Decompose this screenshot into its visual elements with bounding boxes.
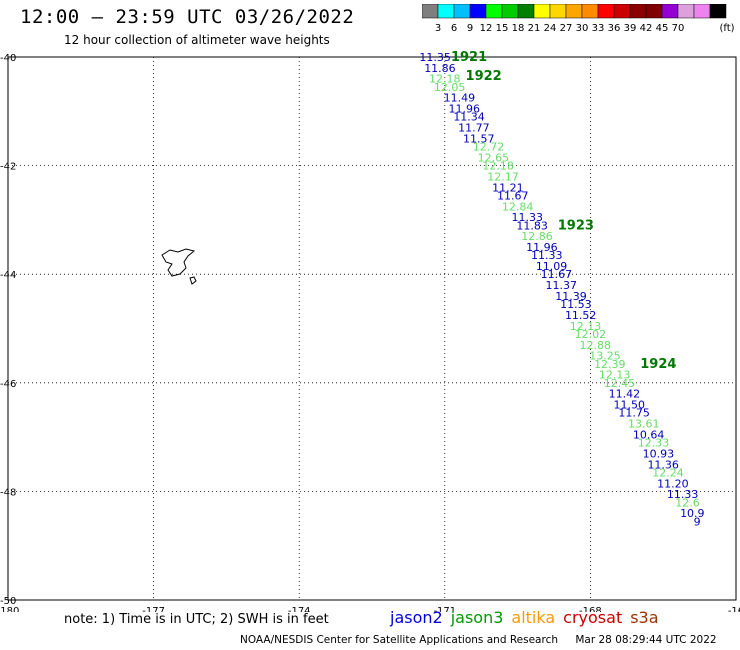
wave-height-label: 10.93 <box>643 447 675 460</box>
page-title: 12:00 – 23:59 UTC 03/26/2022 <box>20 6 355 28</box>
latitude-tick-label: -46 <box>0 379 16 390</box>
wave-height-label: 12.88 <box>580 339 612 352</box>
scale-label: 39 <box>624 23 637 34</box>
wave-height-label: 12.05 <box>434 81 466 94</box>
wave-height-label: 11.96 <box>526 241 558 254</box>
scale-label: 45 <box>656 23 669 34</box>
wave-height-label: 11.33 <box>531 249 563 262</box>
wave-height-label: 11.83 <box>516 219 548 232</box>
legend-item-cryosat: cryosat <box>563 608 623 627</box>
mission-legend: jason2 jason3 altika cryosat s3a <box>390 608 667 627</box>
scale-unit: (ft) <box>719 23 734 34</box>
scale-label: 21 <box>528 23 541 34</box>
wave-height-label: 11.52 <box>565 309 597 322</box>
scale-label: 36 <box>608 23 621 34</box>
wave-height-label: 12.65 <box>478 151 510 164</box>
island-outline <box>189 276 197 285</box>
wave-height-label: 12.02 <box>575 328 607 341</box>
legend-item-jason3: jason3 <box>450 608 504 627</box>
wave-height-label: 12.18 <box>482 160 514 173</box>
wave-height-label: 12.72 <box>473 141 505 154</box>
wave-height-label: 12.24 <box>652 466 684 479</box>
wave-height-label: 11.53 <box>560 298 592 311</box>
wave-height-label: 12.13 <box>570 320 602 333</box>
orbit-label: 1923 <box>558 218 594 233</box>
longitude-tick-label: -16 <box>728 606 740 612</box>
altimeter-map: -180 -177 -174 -171 -168 -16 -40 -42 -44 -46 -48 -5… <box>0 50 740 612</box>
longitude-tick-label: -174 <box>288 606 311 612</box>
scale-label: 30 <box>576 23 589 34</box>
scale-label: 24 <box>544 23 557 34</box>
wave-height-label: 11.34 <box>453 111 485 124</box>
orbit-label: 1924 <box>640 357 676 372</box>
latitude-tick-label: -42 <box>0 162 16 173</box>
wave-height-label: 11.49 <box>444 92 476 105</box>
legend-item-jason2: jason2 <box>390 608 443 627</box>
scale-swatch <box>709 4 727 19</box>
wave-height-label: 9 <box>694 515 701 528</box>
wave-height-color-scale: 3 6 9 12 15 18 21 24 27 30 33 36 39 42 45 70 (ft) <box>422 4 735 34</box>
latitude-tick-label: -40 <box>0 53 16 64</box>
wave-height-label: 10.9 <box>680 507 705 520</box>
scale-label: 12 <box>480 23 493 34</box>
scale-label: 9 <box>467 23 473 34</box>
wave-height-label: 11.96 <box>448 103 480 116</box>
longitude-tick-label: -171 <box>433 606 456 612</box>
wave-height-label: 13.25 <box>589 350 621 363</box>
wave-height-label: 11.50 <box>613 399 645 412</box>
scale-label: 6 <box>451 23 457 34</box>
scale-label: 18 <box>512 23 525 34</box>
wave-height-label: 12.84 <box>502 200 534 213</box>
wave-height-label: 12.6 <box>675 496 700 509</box>
credit-text: NOAA/NESDIS Center for Satellite Applica… <box>240 634 558 646</box>
wave-height-label: 12.45 <box>604 377 636 390</box>
wave-height-label: 11.86 <box>424 62 456 75</box>
wave-height-label: 11.33 <box>667 488 699 501</box>
orbit-label: 1922 <box>466 69 502 84</box>
scale-label: 27 <box>560 23 573 34</box>
wave-height-label: 11.36 <box>647 458 679 471</box>
scale-label: 15 <box>496 23 509 34</box>
footnote: note: 1) Time is in UTC; 2) SWH is in fe… <box>64 612 329 627</box>
wave-height-label: 11.09 <box>536 260 568 273</box>
latitude-tick-label: -44 <box>0 270 16 281</box>
wave-height-label: 11.21 <box>492 181 524 194</box>
wave-height-label: 11.77 <box>458 122 490 135</box>
legend-item-altika: altika <box>511 608 556 627</box>
wave-height-label: 11.75 <box>618 407 650 420</box>
wave-height-label: 12.33 <box>638 437 670 450</box>
island-outline <box>161 248 196 277</box>
map-frame <box>7 56 737 601</box>
wave-height-label: 12.17 <box>487 170 519 183</box>
wave-height-label: 11.33 <box>512 211 544 224</box>
longitude-tick-label: -168 <box>579 606 602 612</box>
timestamp-text: Mar 28 08:29:44 UTC 2022 <box>575 634 717 646</box>
wave-height-label: 12.39 <box>594 358 626 371</box>
longitude-tick-label: -177 <box>142 606 165 612</box>
wave-height-label: 12.86 <box>521 230 553 243</box>
latitude-tick-label: -50 <box>0 596 16 607</box>
orbit-label: 1921 <box>451 50 487 65</box>
scale-label: 33 <box>592 23 605 34</box>
wave-height-label: 11.57 <box>463 132 495 145</box>
wave-height-label: 11.67 <box>497 189 529 202</box>
wave-height-label: 11.42 <box>609 388 641 401</box>
wave-height-label: 11.37 <box>546 279 578 292</box>
wave-height-label: 10.64 <box>633 428 665 441</box>
wave-height-label: 11.39 <box>555 290 587 303</box>
scale-label: 42 <box>640 23 653 34</box>
page-subtitle: 12 hour collection of altimeter wave hei… <box>64 33 330 47</box>
scale-label: 70 <box>672 23 685 34</box>
wave-height-label: 12.13 <box>599 369 631 382</box>
wave-height-label: 11.67 <box>541 268 573 281</box>
wave-height-label: 11.20 <box>657 477 689 490</box>
legend-item-s3a: s3a <box>630 608 659 627</box>
longitude-tick-label: -180 <box>0 606 19 612</box>
wave-height-label: 12.18 <box>429 73 461 86</box>
footer: NOAA/NESDIS Center for Satellite Applica… <box>240 634 717 646</box>
wave-height-label: 11.35 <box>419 51 451 64</box>
latitude-tick-label: -48 <box>0 487 16 498</box>
scale-label: 3 <box>435 23 441 34</box>
wave-height-label: 13.61 <box>628 418 660 431</box>
